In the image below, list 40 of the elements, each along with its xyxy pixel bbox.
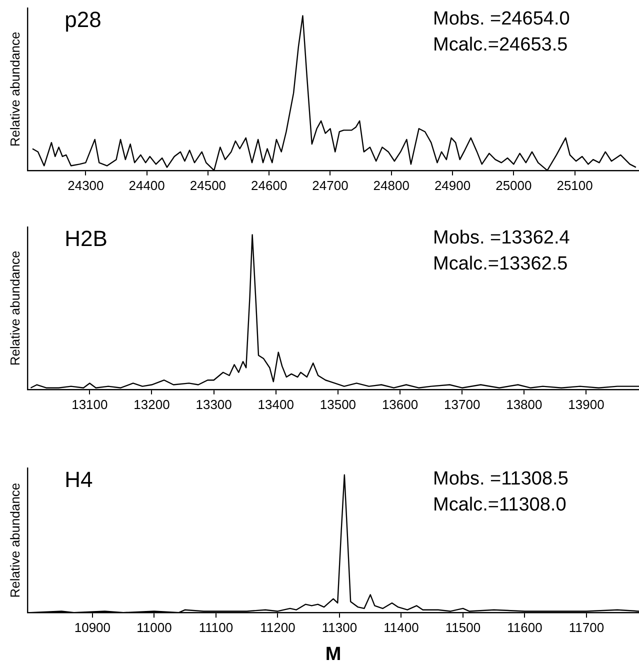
x-tick-label: 13900 — [568, 396, 604, 412]
chart-title: H2B — [64, 226, 108, 252]
x-tick-label: 13600 — [382, 396, 418, 412]
x-tick-label: 24500 — [190, 178, 226, 193]
x-tick-label: 24900 — [434, 178, 471, 193]
chart-title: p28 — [64, 7, 102, 32]
x-tick-label: 13400 — [258, 396, 294, 412]
x-tick-label: 24800 — [373, 178, 410, 193]
x-tick-label: 24400 — [128, 178, 165, 193]
x-tick-label: 11000 — [136, 620, 172, 635]
x-tick-label: 13800 — [506, 396, 542, 412]
annotation: Mcalc.=13362.5 — [433, 254, 568, 275]
x-tick-label: 10900 — [74, 620, 111, 635]
x-tick-label: 11200 — [260, 620, 296, 635]
annotation: Mobs. =11308.5 — [433, 468, 568, 490]
annotation: Mobs. =24654.0 — [433, 8, 570, 30]
x-tick-label: 11400 — [384, 620, 419, 635]
x-axis-title: M — [325, 644, 342, 665]
annotation: Mobs. =13362.4 — [433, 228, 570, 249]
x-tick-label: 11300 — [322, 620, 358, 635]
x-tick-label: 11500 — [445, 620, 481, 635]
y-axis-title: Relative abundance — [7, 250, 22, 366]
x-tick-label: 24300 — [68, 178, 104, 193]
x-tick-label: 11100 — [198, 620, 234, 635]
x-tick-label: 13100 — [72, 396, 108, 412]
x-tick-label: 25100 — [556, 178, 593, 193]
x-tick-label: 13300 — [196, 396, 232, 412]
x-tick-label: 25000 — [496, 178, 532, 193]
x-tick-label: 11700 — [568, 620, 604, 635]
x-tick-label: 13700 — [444, 396, 480, 412]
y-axis-title: Relative abundance — [7, 32, 22, 147]
chart-title: H4 — [64, 467, 93, 492]
x-tick-label: 13200 — [134, 396, 170, 412]
x-tick-label: 11600 — [507, 620, 542, 635]
x-tick-label: 13500 — [320, 396, 356, 412]
y-axis-title: Relative abundance — [7, 482, 22, 598]
x-tick-label: 24700 — [312, 178, 348, 193]
annotation: Mcalc.=11308.0 — [433, 494, 566, 516]
x-tick-label: 24600 — [251, 178, 288, 193]
annotation: Mcalc.=24653.5 — [433, 34, 568, 56]
